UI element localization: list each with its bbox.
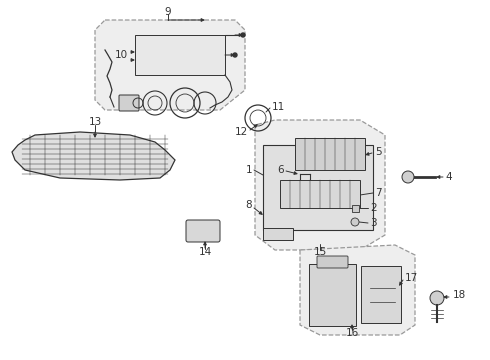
- Text: 14: 14: [198, 247, 212, 257]
- Text: 2: 2: [370, 203, 377, 213]
- FancyBboxPatch shape: [263, 145, 373, 230]
- Text: 17: 17: [405, 273, 418, 283]
- Text: 4: 4: [445, 172, 452, 182]
- FancyBboxPatch shape: [295, 138, 365, 170]
- Polygon shape: [300, 245, 415, 335]
- Circle shape: [233, 53, 237, 57]
- Circle shape: [351, 218, 359, 226]
- Text: 12: 12: [235, 127, 248, 137]
- Text: 15: 15: [314, 247, 327, 257]
- Text: 18: 18: [453, 290, 466, 300]
- Text: 13: 13: [88, 117, 101, 127]
- Polygon shape: [255, 120, 385, 250]
- Text: 1: 1: [245, 165, 252, 175]
- Text: 7: 7: [375, 188, 382, 198]
- Text: 5: 5: [375, 147, 382, 157]
- Circle shape: [402, 171, 414, 183]
- FancyBboxPatch shape: [361, 266, 401, 323]
- Text: 6: 6: [277, 165, 284, 175]
- Text: 8: 8: [245, 200, 252, 210]
- Text: 16: 16: [345, 328, 359, 338]
- FancyBboxPatch shape: [186, 220, 220, 242]
- Text: 9: 9: [165, 7, 172, 17]
- Text: 10: 10: [115, 50, 128, 60]
- Circle shape: [430, 291, 444, 305]
- FancyBboxPatch shape: [263, 228, 293, 240]
- Text: 3: 3: [370, 218, 377, 228]
- FancyBboxPatch shape: [309, 264, 356, 326]
- FancyBboxPatch shape: [119, 95, 139, 111]
- Circle shape: [241, 33, 245, 37]
- FancyBboxPatch shape: [352, 205, 359, 212]
- FancyBboxPatch shape: [280, 180, 360, 208]
- Polygon shape: [95, 20, 245, 110]
- FancyBboxPatch shape: [317, 256, 348, 268]
- Polygon shape: [12, 132, 175, 180]
- Text: 11: 11: [272, 102, 285, 112]
- FancyBboxPatch shape: [135, 35, 225, 75]
